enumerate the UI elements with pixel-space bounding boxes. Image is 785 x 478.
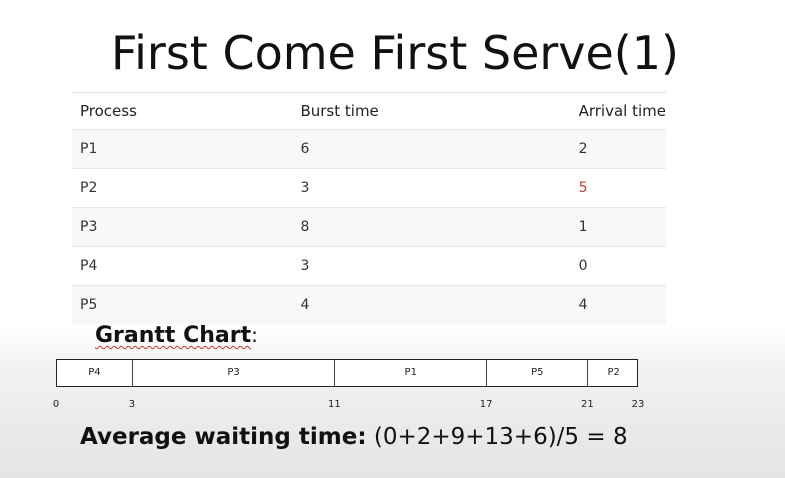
- gantt-heading: Grantt Chart:: [95, 323, 258, 348]
- cell-arrival-highlighted: 5: [570, 168, 666, 208]
- gantt-tick-label: 23: [631, 399, 645, 410]
- table-header-row: Process Burst time Arrival time: [72, 92, 666, 130]
- process-table: Process Burst time Arrival time P1 6 2 P…: [72, 92, 666, 324]
- cell-burst: 4: [292, 285, 571, 324]
- table-row: P1 6 2: [72, 129, 666, 169]
- gantt-tick-label: 21: [581, 399, 594, 410]
- gantt-segment-p5: P5: [487, 360, 589, 386]
- gantt-heading-colon: :: [251, 323, 258, 347]
- gantt-segment-p3: P3: [133, 360, 336, 386]
- cell-process: P2: [72, 168, 293, 208]
- gantt-segment-p1: P1: [335, 360, 488, 386]
- header-burst-time: Burst time: [292, 92, 571, 130]
- average-label: Average waiting time:: [80, 424, 367, 450]
- cell-process: P3: [72, 207, 293, 247]
- gantt-bar: P4 P3 P1 P5 P2: [56, 359, 638, 387]
- header-process: Process: [72, 92, 293, 130]
- cell-burst: 8: [292, 207, 571, 247]
- gantt-segment-p2: P2: [607, 367, 620, 378]
- cell-arrival: 2: [570, 129, 666, 169]
- average-waiting-time: Average waiting time: (0+2+9+13+6)/5 = 8: [80, 424, 628, 450]
- cell-burst: 3: [292, 168, 571, 208]
- gantt-tick-label: 3: [128, 399, 136, 410]
- cell-arrival: 1: [570, 207, 666, 247]
- cell-arrival: 0: [570, 246, 666, 286]
- gantt-heading-text: Grantt Chart: [95, 323, 252, 348]
- cell-burst: 3: [292, 246, 571, 286]
- cell-process: P5: [72, 285, 293, 324]
- cell-burst: 6: [292, 129, 571, 169]
- cell-process: P4: [72, 246, 293, 286]
- gantt-tick-label: 17: [479, 399, 493, 410]
- table-row: P4 3 0: [72, 246, 666, 286]
- gantt-tick-label: 11: [327, 399, 341, 410]
- slide-title: First Come First Serve(1): [111, 26, 679, 80]
- cell-arrival: 4: [570, 285, 666, 324]
- cell-process: P1: [72, 129, 293, 169]
- table-row: P2 3 5: [72, 168, 666, 208]
- table-row: P3 8 1: [72, 207, 666, 247]
- gantt-segment-p4: P4: [57, 360, 133, 386]
- average-formula: (0+2+9+13+6)/5 = 8: [373, 424, 628, 450]
- table-row: P5 4 4: [72, 285, 666, 324]
- gantt-tick-label: 0: [52, 399, 60, 410]
- header-arrival-time: Arrival time: [570, 92, 666, 130]
